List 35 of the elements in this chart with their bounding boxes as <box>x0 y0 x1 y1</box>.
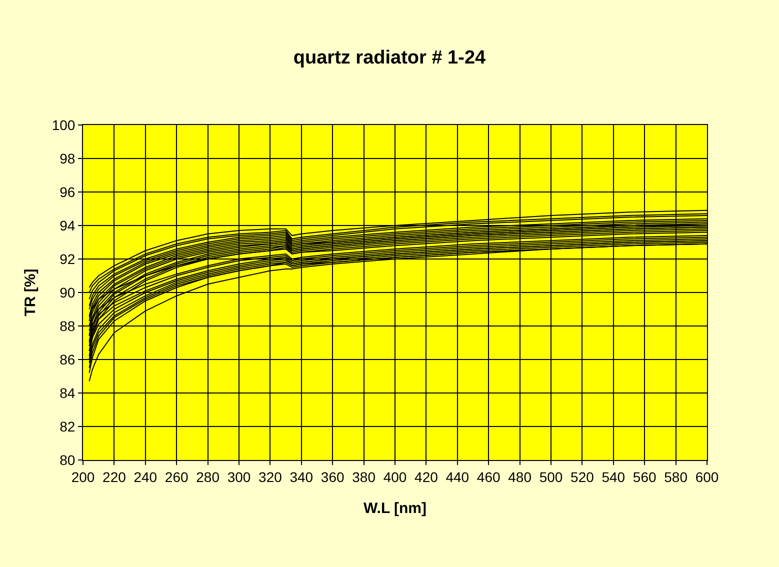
x-tick-label: 580 <box>664 468 688 485</box>
x-tick-label: 400 <box>383 468 407 485</box>
y-tick-label: 96 <box>60 184 76 200</box>
x-tick-label: 480 <box>508 468 532 485</box>
x-tick-label: 440 <box>446 468 470 485</box>
x-axis-title: W.L [nm] <box>363 500 427 517</box>
x-tick-label: 300 <box>227 468 251 485</box>
y-tick-label: 86 <box>60 351 76 368</box>
y-tick-label: 80 <box>60 452 76 468</box>
x-tick-label: 280 <box>196 468 220 485</box>
y-tick-label: 88 <box>60 318 76 334</box>
x-tick-label: 360 <box>320 468 344 485</box>
y-axis-title: TR [%] <box>22 268 40 316</box>
x-tick-label: 260 <box>164 468 188 485</box>
x-tick-label: 460 <box>476 468 500 485</box>
x-tick-label: 380 <box>352 468 376 485</box>
x-tick-label: 600 <box>695 468 719 485</box>
y-tick-label: 100 <box>52 116 76 133</box>
x-tick-label: 200 <box>71 468 95 485</box>
x-tick-label: 420 <box>414 468 438 485</box>
x-tick-label: 520 <box>570 468 594 485</box>
x-tick-label: 340 <box>290 468 314 485</box>
x-tick-label: 500 <box>539 468 563 485</box>
chart-title: quartz radiator # 1-24 <box>293 47 486 68</box>
y-tick-label: 92 <box>60 250 76 267</box>
x-tick-label: 240 <box>134 468 158 485</box>
x-tick-label: 560 <box>632 468 656 485</box>
x-tick-label: 540 <box>602 468 626 485</box>
x-tick-label: 320 <box>258 468 282 485</box>
x-tick-label: 220 <box>102 468 126 485</box>
y-tick-label: 98 <box>60 150 76 166</box>
y-tick-label: 82 <box>60 418 76 434</box>
y-tick-label: 90 <box>60 284 76 300</box>
y-tick-label: 84 <box>60 384 76 401</box>
y-tick-label: 94 <box>60 217 76 234</box>
